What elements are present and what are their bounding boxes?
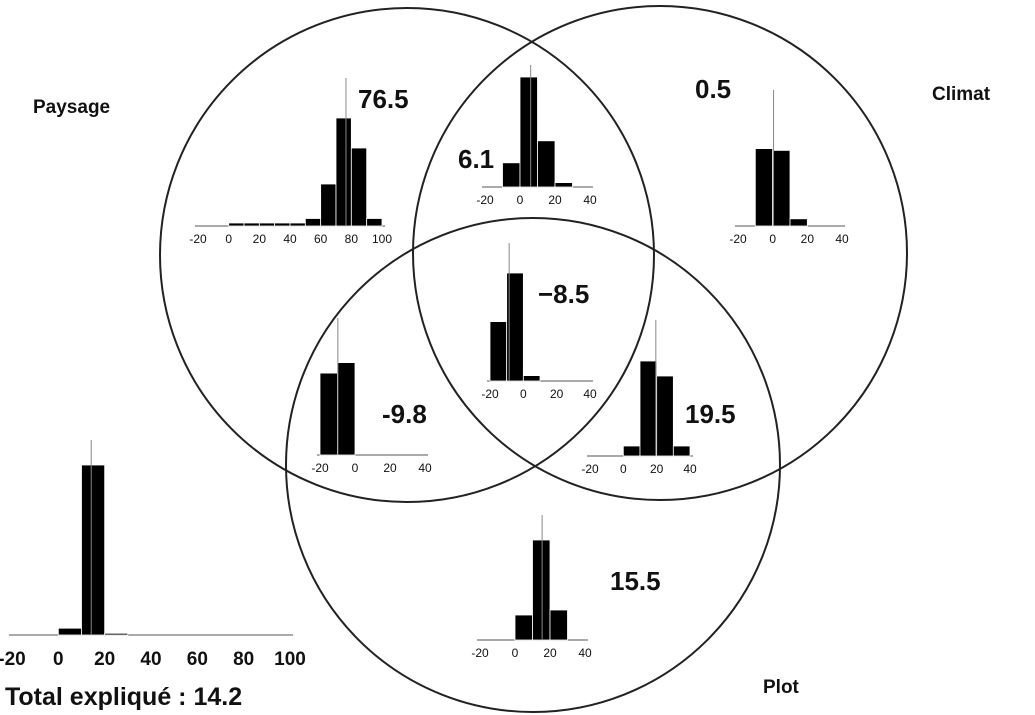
- total-explained-label: Total expliqué : 14.2: [5, 683, 242, 711]
- paysage-only-value: 76.5: [358, 84, 409, 114]
- histogram-tick-label: -20: [476, 193, 494, 207]
- histogram-bar: [537, 140, 556, 188]
- histogram-tick-label: 20: [253, 232, 267, 246]
- histogram-bar: [57, 627, 82, 636]
- climat-label: Climat: [932, 84, 991, 105]
- histogram-tick-label: 40: [140, 649, 161, 670]
- histogram-bar: [289, 222, 306, 227]
- histogram-plot-only: -20 0 20 40: [471, 515, 592, 660]
- histogram-all-three: -20 0 20 40: [481, 243, 597, 401]
- histogram-tick-label: 40: [578, 646, 592, 660]
- histogram-bar: [274, 222, 291, 227]
- histogram-tick-label: -20: [0, 649, 26, 670]
- histogram-tick-label: 100: [372, 232, 392, 246]
- histogram-tick-label: 20: [801, 232, 815, 246]
- histogram-tick-label: 20: [383, 461, 397, 475]
- histogram-bar: [104, 632, 129, 636]
- histogram-bar: [639, 360, 658, 457]
- histogram-tick-label: 20: [548, 193, 562, 207]
- histogram-tick-label: -20: [581, 462, 599, 476]
- histogram-bar: [522, 375, 541, 382]
- histogram-bar: [258, 222, 276, 227]
- histogram-tick-label: 40: [683, 462, 697, 476]
- histograms-group: -20 0 20 40 60 80 100-20 0 20 40-20 0 20 40-20 0 20 40-…: [0, 65, 849, 670]
- plot-only-value: 15.5: [610, 566, 661, 596]
- histogram-tick-label: -20: [311, 461, 329, 475]
- histogram-tick-label: 40: [418, 461, 432, 475]
- histogram-bar: [789, 218, 808, 227]
- climat-only-value: 0.5: [695, 74, 731, 104]
- histogram-bar: [502, 162, 521, 188]
- histogram-bar: [549, 609, 568, 641]
- histogram-bar: [228, 222, 245, 227]
- histogram-tick-label: 20: [650, 462, 664, 476]
- histogram-climat-only: -20 0 20 40: [729, 90, 849, 246]
- histogram-bar: [506, 272, 524, 382]
- histogram-bar: [532, 539, 551, 641]
- histogram-tick-label: 0: [512, 646, 519, 660]
- histogram-bar: [243, 222, 260, 227]
- histogram-tick-label: -20: [729, 232, 747, 246]
- histogram-tick-label: 40: [583, 387, 597, 401]
- histogram-tick-label: -20: [471, 646, 489, 660]
- histogram-bar: [81, 464, 106, 636]
- histogram-bar: [320, 183, 337, 227]
- plot-label: Plot: [763, 677, 800, 698]
- histogram-tick-label: 0: [620, 462, 627, 476]
- histogram-total: -20 0 20 40 60 80 100: [0, 440, 306, 670]
- paysage-circle: [159, 7, 655, 503]
- histogram-tick-label: 20: [94, 649, 115, 670]
- histogram-tick-label: 100: [274, 649, 306, 670]
- histogram-bar: [754, 148, 774, 227]
- histogram-paysage-climat: -20 0 20 40: [476, 65, 597, 207]
- histogram-tick-label: 0: [517, 193, 524, 207]
- histogram-tick-label: 0: [769, 232, 776, 246]
- histogram-climat-plot: -20 0 20 40: [581, 320, 697, 476]
- histogram-paysage-only: -20 0 20 40 60 80 100: [189, 78, 392, 246]
- histogram-tick-label: 0: [520, 387, 527, 401]
- histogram-bar: [304, 218, 322, 227]
- all-three-value: −8.5: [538, 279, 589, 309]
- histogram-bar: [514, 614, 533, 641]
- histogram-tick-label: 0: [352, 461, 359, 475]
- histogram-tick-label: 40: [583, 193, 597, 207]
- histogram-tick-label: 0: [225, 232, 232, 246]
- histogram-tick-label: 60: [314, 232, 328, 246]
- histogram-bar: [554, 182, 573, 188]
- histogram-bar: [519, 76, 538, 188]
- histogram-tick-label: 60: [187, 649, 208, 670]
- histogram-bar: [350, 147, 368, 227]
- histogram-bar: [319, 372, 338, 456]
- histogram-bar: [772, 149, 791, 227]
- histogram-tick-label: 40: [835, 232, 849, 246]
- plot-circle: [285, 217, 781, 713]
- histogram-tick-label: -20: [189, 232, 207, 246]
- histogram-bar: [622, 445, 641, 457]
- histogram-bar: [489, 321, 508, 382]
- histogram-tick-label: 0: [53, 649, 64, 670]
- histogram-bar: [672, 445, 691, 457]
- histogram-bar: [656, 375, 674, 457]
- paysage-plot-value: -9.8: [382, 399, 427, 429]
- paysage-climat-value: 6.1: [458, 144, 494, 174]
- histogram-tick-label: 80: [233, 649, 254, 670]
- histogram-tick-label: 20: [543, 646, 557, 660]
- histogram-bar: [335, 117, 352, 227]
- climat-circle: [412, 5, 908, 501]
- histogram-tick-label: 80: [345, 232, 359, 246]
- histogram-tick-label: -20: [481, 387, 499, 401]
- histogram-bar: [366, 218, 383, 227]
- histogram-tick-label: 20: [550, 387, 564, 401]
- climat-plot-value: 19.5: [685, 399, 736, 429]
- paysage-label: Paysage: [33, 97, 110, 118]
- histogram-bar: [337, 362, 356, 456]
- histogram-tick-label: 40: [283, 232, 297, 246]
- histogram-paysage-plot: -20 0 20 40: [311, 318, 432, 475]
